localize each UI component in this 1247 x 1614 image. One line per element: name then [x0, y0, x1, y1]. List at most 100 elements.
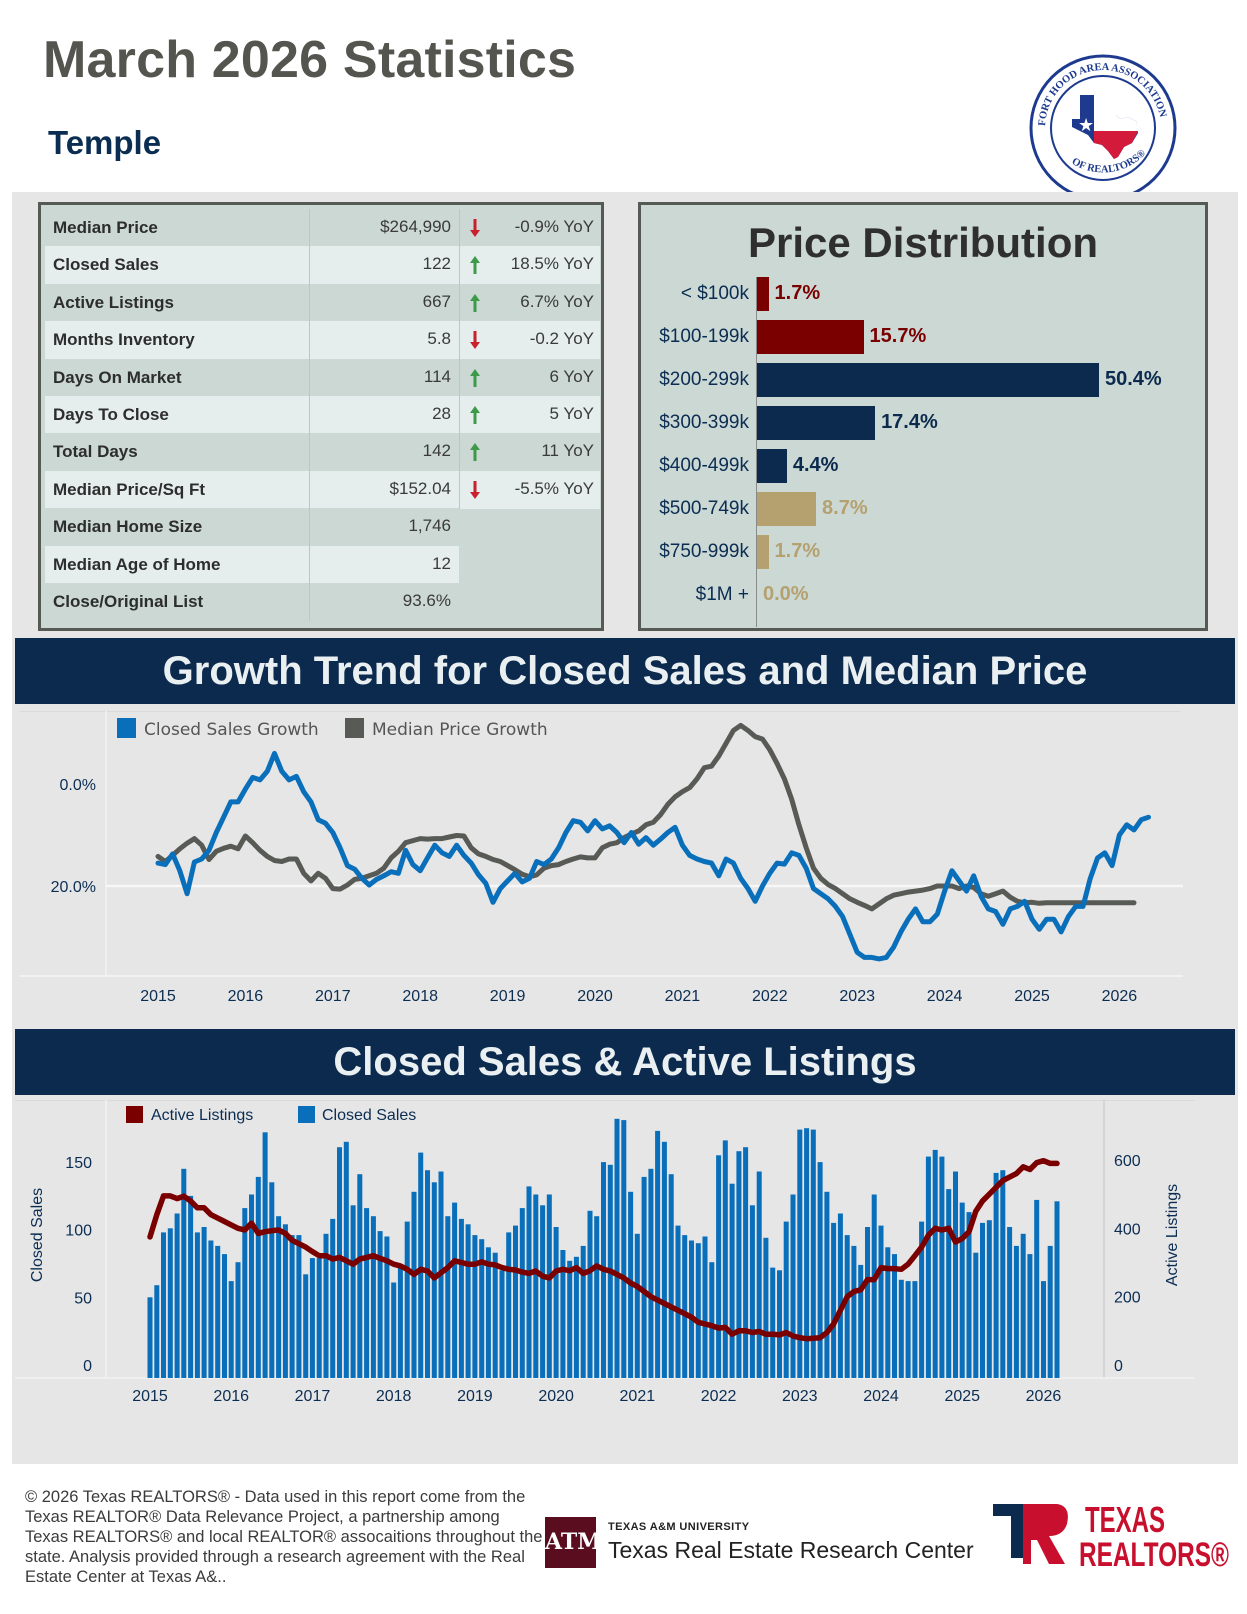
price-bin-label: $300-399k — [659, 412, 749, 433]
y-tick-label: 150 — [65, 1155, 92, 1172]
price-bin-bar — [757, 449, 787, 483]
closed-sales-bar — [817, 1162, 823, 1378]
closed-sales-bar — [614, 1118, 620, 1378]
x-tick-label: 2026 — [1026, 1388, 1062, 1405]
stats-row: Days On Market 114 6 YoY — [45, 358, 600, 397]
closed-sales-bar — [892, 1254, 898, 1378]
closed-sales-bar — [546, 1194, 552, 1378]
closed-sales-bar — [1007, 1227, 1013, 1378]
stat-value: 142 — [309, 433, 459, 472]
closed-sales-bar — [837, 1213, 843, 1378]
closed-sales-bar — [675, 1225, 681, 1378]
stat-label: Months Inventory — [45, 321, 309, 360]
closed-sales-bar — [255, 1176, 261, 1378]
closed-sales-bar — [973, 1252, 979, 1378]
price-bin-bar — [757, 535, 769, 569]
price-bin-bar — [757, 277, 769, 311]
closed-sales-bar — [858, 1264, 864, 1378]
x-tick-label: 2025 — [1014, 988, 1050, 1005]
closed-sales-bar — [621, 1120, 627, 1378]
arrow-down-icon — [470, 331, 480, 350]
active-listings-line — [147, 1157, 1060, 1342]
closed-sales-bar — [167, 1228, 173, 1378]
closed-sales-bar — [492, 1252, 498, 1378]
closed-sales-bar — [303, 1274, 309, 1378]
stats-row: Total Days 142 11 YoY — [45, 433, 600, 472]
stats-row: Days To Close 28 5 YoY — [45, 396, 600, 434]
closed-sales-bar — [513, 1225, 519, 1378]
closed-sales-bar — [337, 1147, 343, 1378]
x-tick-label: 2019 — [457, 1388, 493, 1405]
y2-tick-label: 400 — [1114, 1221, 1141, 1238]
closed-sales-bar — [519, 1208, 525, 1378]
x-tick-label: 2015 — [140, 988, 176, 1005]
price-bin-label: $200-299k — [659, 369, 749, 390]
closed-sales-bar — [411, 1191, 417, 1378]
closed-sales-bar — [154, 1285, 160, 1378]
x-tick-label: 2024 — [863, 1388, 899, 1405]
tr-mark-left-icon — [993, 1504, 1023, 1558]
legend-swatch — [117, 718, 136, 738]
legend-label: Closed Sales Growth — [144, 720, 319, 740]
stat-value: 93.6% — [309, 583, 459, 621]
closed-sales-bar — [641, 1176, 647, 1378]
legend-swatch — [298, 1106, 315, 1123]
closed-sales-bar — [634, 1233, 640, 1378]
price-bin-value: 1.7% — [774, 540, 821, 562]
closed-sales-bar — [364, 1208, 370, 1378]
legend-swatch — [126, 1106, 143, 1123]
closed-sales-bar — [986, 1220, 992, 1378]
stat-label: Days To Close — [45, 396, 309, 434]
closed-sales-bar — [682, 1235, 688, 1378]
closed-sales-bar — [222, 1254, 228, 1378]
stats-row: Closed Sales 122 18.5% YoY — [45, 246, 600, 285]
closed-sales-bar — [648, 1168, 654, 1378]
closed-sales-bar — [993, 1172, 999, 1378]
stat-label: Median Price — [45, 209, 309, 247]
closed-sales-bar — [905, 1281, 911, 1378]
closed-sales-bar — [309, 1258, 315, 1378]
stat-value: $264,990 — [309, 209, 459, 247]
price-bin-bar — [757, 363, 1099, 397]
closed-sales-bar — [946, 1189, 952, 1378]
x-tick-label: 2019 — [490, 988, 526, 1005]
closed-sales-bar — [181, 1168, 187, 1378]
closed-sales-bar — [804, 1128, 810, 1378]
closed-sales-bar — [249, 1194, 255, 1378]
x-tick-label: 2016 — [228, 988, 264, 1005]
legend-swatch — [345, 718, 364, 738]
stats-row: Active Listings 667 6.7% YoY — [45, 283, 600, 322]
tamu-university-label: TEXAS A&M UNIVERSITY — [608, 1521, 750, 1533]
closed-sales-bar — [1054, 1201, 1060, 1378]
closed-sales-bar — [282, 1224, 288, 1378]
closed-sales-bar — [161, 1232, 167, 1378]
closed-sales-bar — [479, 1239, 485, 1378]
closed-sales-bar — [323, 1233, 329, 1378]
x-tick-label: 2023 — [782, 1388, 818, 1405]
closed-sales-bar — [580, 1245, 586, 1378]
closed-sales-bar — [350, 1205, 356, 1378]
closed-sales-bar — [980, 1222, 986, 1378]
association-logo: FORT HOOD AREA ASSOCIATION OF REALTORS® … — [1029, 54, 1177, 202]
texas-flag-icon: ★ — [1072, 95, 1138, 159]
y2-tick-label: 600 — [1114, 1153, 1141, 1170]
median-price-growth-line — [155, 722, 1137, 912]
closed-sales-growth-line — [155, 750, 1151, 962]
closed-sales-bar — [208, 1240, 214, 1378]
closed-sales-bar — [722, 1140, 728, 1378]
closed-sales-bar — [756, 1171, 762, 1378]
tamu-center-label: Texas Real Estate Research Center — [608, 1537, 974, 1563]
closed-sales-bar — [763, 1237, 769, 1378]
stat-change: 5 YoY — [459, 396, 600, 434]
closed-sales-bar — [1000, 1170, 1006, 1378]
closed-sales-bar — [174, 1213, 180, 1378]
legend-label: Median Price Growth — [372, 720, 548, 740]
stat-label: Median Price/Sq Ft — [45, 470, 309, 509]
stat-label: Close/Original List — [45, 583, 309, 621]
growth-section-banner: Growth Trend for Closed Sales and Median… — [15, 638, 1235, 704]
footer-disclaimer: © 2026 Texas REALTORS® - Data used in th… — [25, 1488, 543, 1586]
stat-change: -5.5% YoY — [459, 470, 600, 509]
x-tick-label: 2020 — [538, 1388, 574, 1405]
stat-change: -0.2 YoY — [459, 321, 600, 360]
closed-sales-bar — [912, 1281, 918, 1378]
